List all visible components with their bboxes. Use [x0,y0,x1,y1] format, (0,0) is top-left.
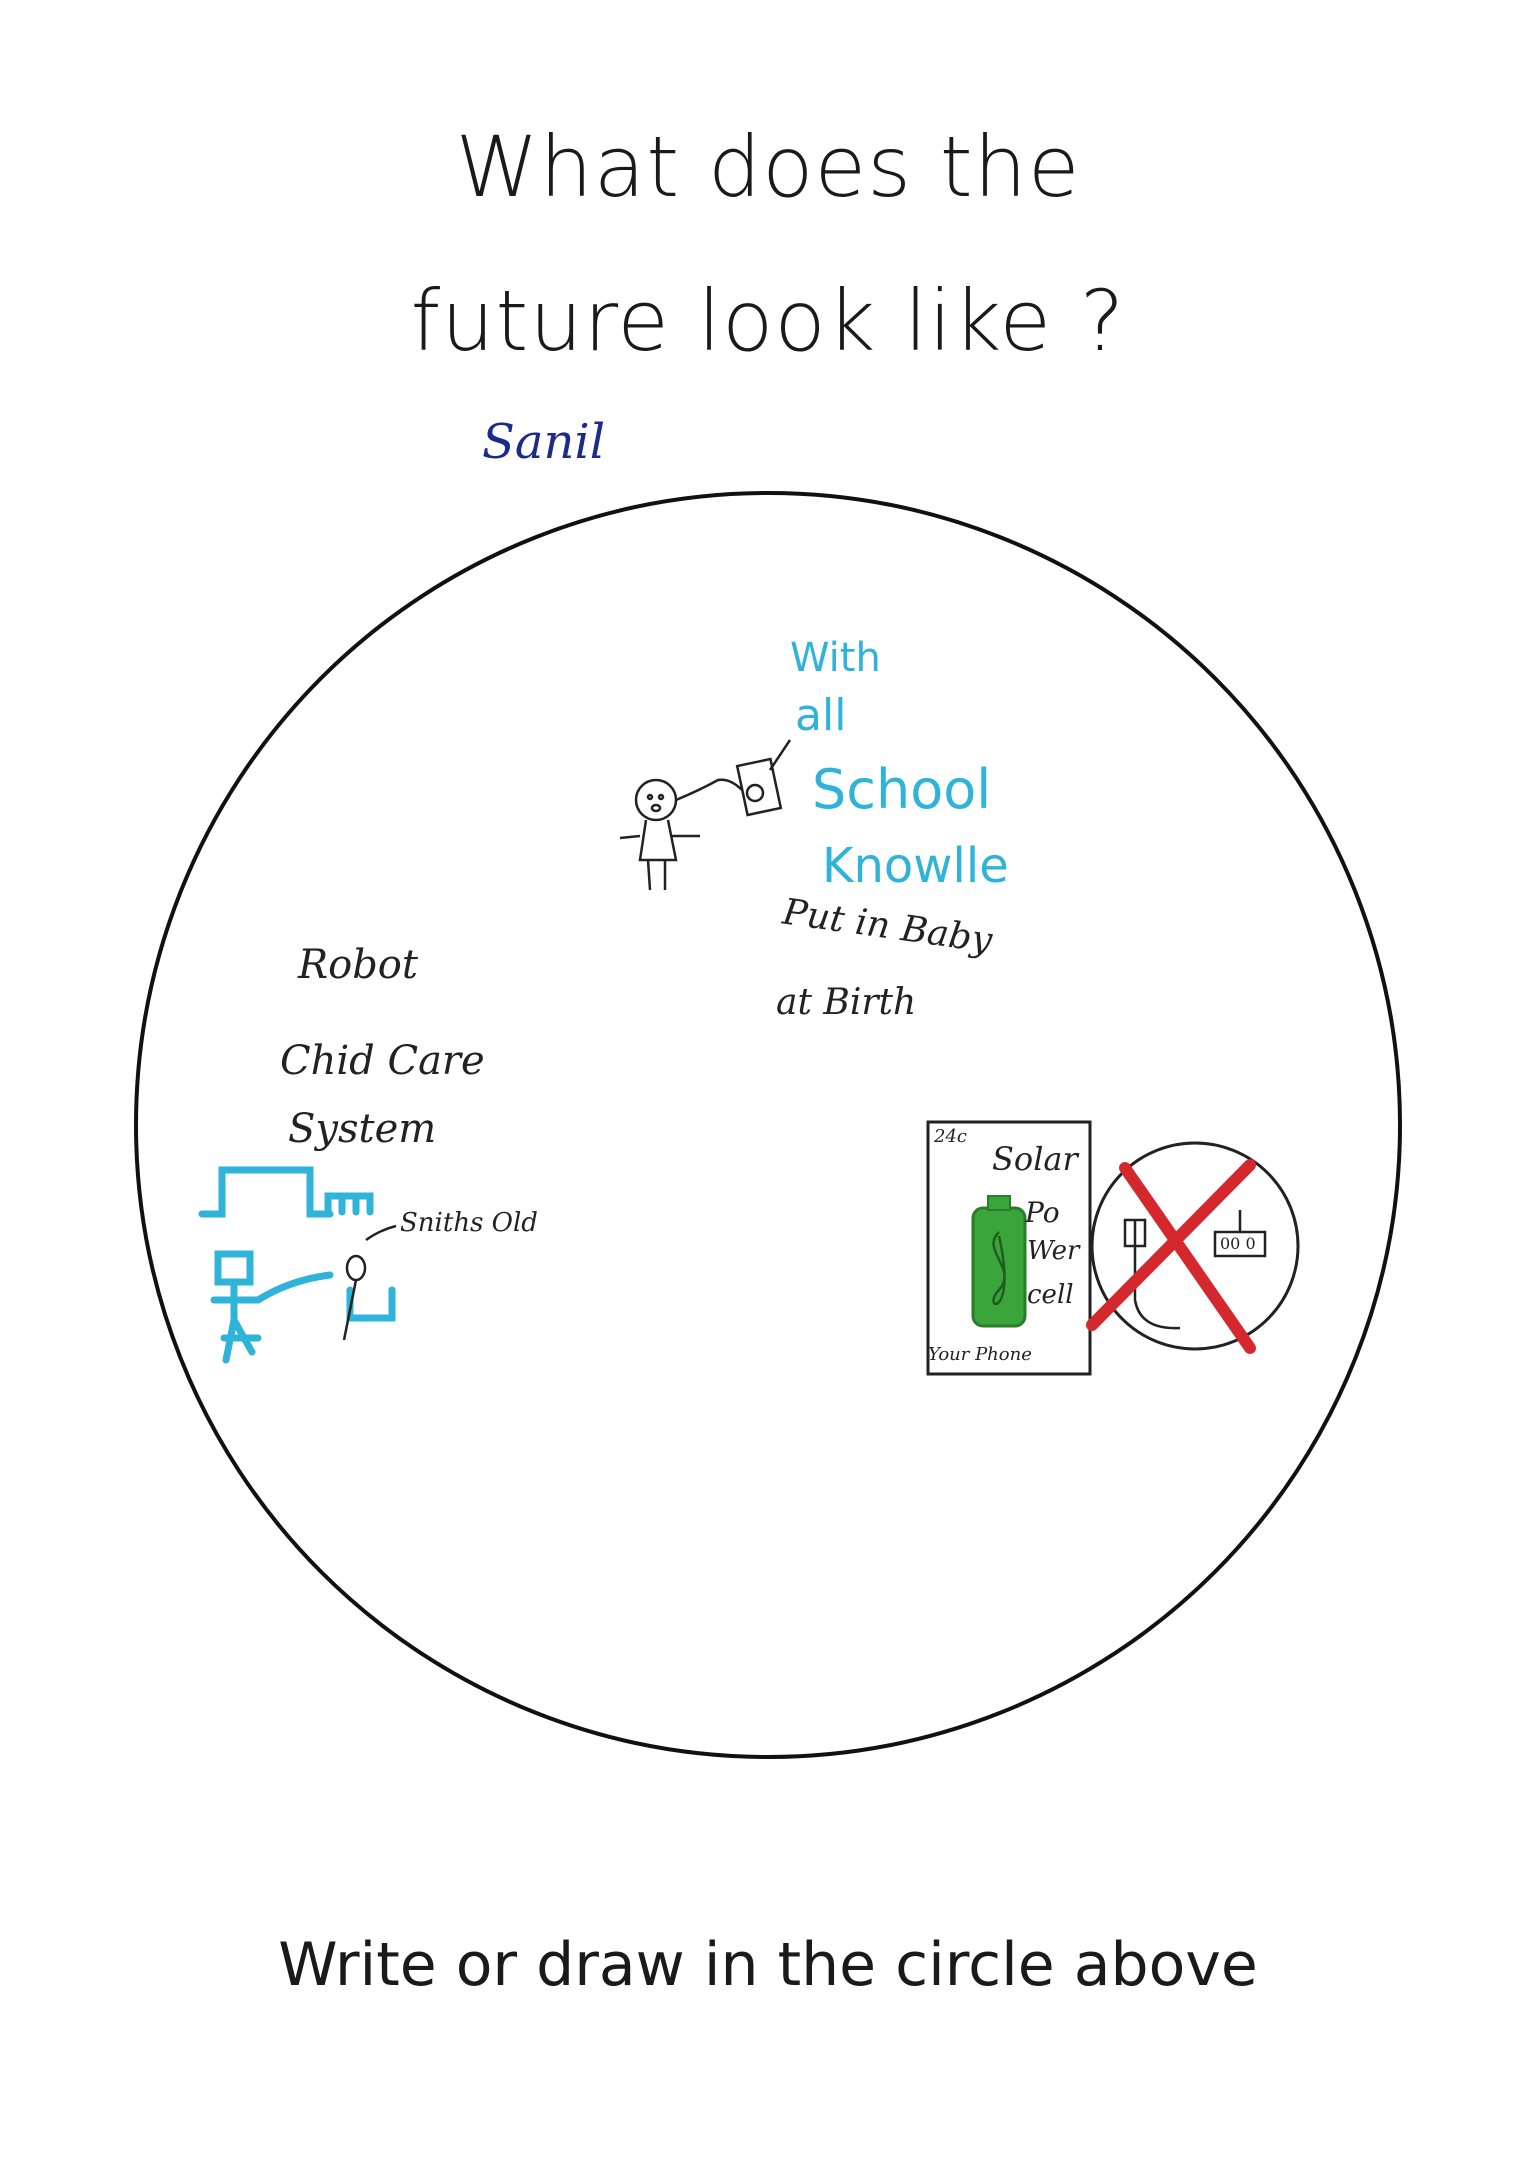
crossed-charger [1086,1141,1300,1354]
phone-card-label-2: Po [1025,1196,1060,1229]
phone-card-label-4: cell [1027,1280,1074,1310]
worksheet-title-line-1: What does the [455,118,1081,216]
note-knowledge: Knowlle [822,838,1009,894]
note-school: School [812,758,992,821]
worksheet-title-line-2: future look like ? [410,272,1126,370]
red-cross-line-2 [1086,1159,1256,1331]
robot-drawing [198,1166,396,1364]
battery-body [971,1206,1027,1328]
crossed-device-label: 00 0 [1220,1234,1256,1253]
note-all: all [795,690,847,741]
baby-note-line-2: at Birth [776,982,917,1023]
robot-note-line-3: System [288,1106,437,1152]
drawing-circle [134,491,1402,1759]
arrow-label: Sniths Old [400,1208,538,1238]
note-with: With [790,635,881,681]
red-cross-line-1 [1119,1162,1256,1354]
phone-card-label-1: Solar [992,1140,1078,1178]
baby-figure [619,778,743,891]
phone-card-bottom: Your Phone [928,1344,1032,1365]
baby-device [735,739,792,817]
robot-note-line-1: Robot [298,942,418,988]
phone-card-label-3: Wer [1027,1236,1080,1266]
elderly-figure [342,1224,397,1341]
worksheet-instruction: Write or draw in the circle above [278,1930,1258,2000]
robot-note-line-2: Chid Care [280,1038,485,1084]
phone-card [926,1120,1092,1376]
student-name: Sanil [482,414,606,470]
phone-card-corner: 24c [934,1126,967,1147]
